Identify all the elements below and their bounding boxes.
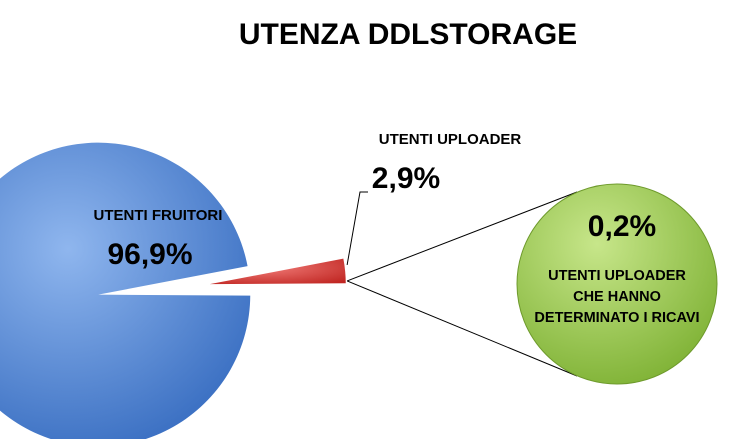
chart-title: UTENZA DDLSTORAGE: [239, 18, 577, 51]
pie-slice: [209, 258, 346, 285]
pie-slice: [516, 183, 718, 385]
category-label: UTENTI UPLOADER CHE HANNO DETERMINATO I RI…: [534, 268, 699, 326]
category-label: UTENTI FRUITORI: [94, 207, 223, 224]
connector-line: [346, 191, 578, 282]
pie-slice: [0, 142, 251, 439]
value-label: 96,9%: [107, 238, 192, 271]
connector-line: [346, 280, 578, 377]
value-label: 0,2%: [588, 210, 656, 243]
leader-line: [346, 191, 368, 266]
category-label: UTENTI UPLOADER: [379, 131, 522, 148]
value-label: 2,9%: [372, 162, 440, 195]
